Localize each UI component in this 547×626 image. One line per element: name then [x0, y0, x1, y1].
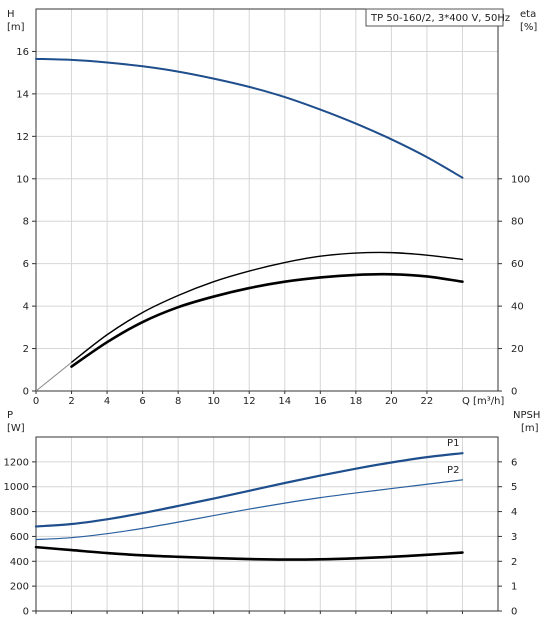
- top-left-axis-label-unit: [m]: [7, 22, 25, 33]
- bottom-left-axis-label-unit: [W]: [7, 423, 25, 434]
- x-tick-label: 10: [207, 396, 220, 407]
- series-label-p1: P1: [447, 438, 459, 449]
- power-p2-curve: [35, 479, 464, 541]
- chart-title-box: [365, 8, 504, 27]
- bottom-left-tick-label: 400: [10, 557, 29, 568]
- npsh-curve: [34, 545, 464, 561]
- top-series: [35, 57, 464, 392]
- bottom-left-tick-label: 600: [10, 532, 29, 543]
- bottom-left-tick-label: 200: [10, 582, 29, 593]
- bottom-grid: [35, 436, 499, 612]
- x-tick-label: 16: [314, 396, 327, 407]
- power-p1-curve: [34, 452, 464, 528]
- bottom-right-axis-label-unit: [m]: [521, 423, 539, 434]
- x-axis-label: Q [m³/h]: [462, 396, 504, 407]
- top-right-tick-label: 80: [511, 217, 524, 228]
- top-right-tick-label: 40: [511, 302, 524, 313]
- bottom-left-tick-label: 1200: [4, 457, 29, 468]
- top-right-tick-label: 100: [511, 174, 530, 185]
- top-ticks: 0 2 4 6 8 10 12 14 16 18 20 22 0 2 4 6 8 10 12 14 16 0 20 40 60 8…: [16, 47, 530, 407]
- top-right-tick-label: 20: [511, 344, 524, 355]
- top-left-tick-label: 10: [16, 174, 29, 185]
- x-tick-label: 6: [139, 396, 145, 407]
- top-plot-frame: [35, 8, 499, 392]
- bottom-right-tick-label: 4: [511, 507, 517, 518]
- head-efficiency-panel: 0 2 4 6 8 10 12 14 16 18 20 22 0 2 4 6 8 10 12 14 16 0 20 40 60 8…: [7, 8, 537, 407]
- x-tick-label: 20: [385, 396, 398, 407]
- x-tick-label: 4: [104, 396, 110, 407]
- x-tick-label: 14: [278, 396, 291, 407]
- series-label-p2: P2: [447, 465, 459, 476]
- top-left-tick-label: 12: [16, 132, 29, 143]
- top-right-tick-label: 60: [511, 259, 524, 270]
- top-left-tick-label: 0: [23, 387, 29, 398]
- top-left-tick-label: 8: [23, 217, 29, 228]
- top-grid: [35, 8, 499, 392]
- bottom-left-tick-label: 1000: [4, 482, 29, 493]
- bottom-right-tick-label: 2: [511, 557, 517, 568]
- bottom-series: P1 P2: [34, 438, 464, 561]
- bottom-right-axis-label-symbol: NPSH: [513, 410, 540, 421]
- top-left-axis-label-symbol: H: [7, 9, 15, 20]
- top-right-axis-label-symbol: eta: [520, 9, 536, 20]
- top-left-tick-label: 16: [16, 47, 29, 58]
- bottom-plot-frame: [35, 436, 499, 612]
- bottom-left-tick-label: 0: [23, 607, 29, 618]
- bottom-right-tick-label: 5: [511, 482, 517, 493]
- top-left-tick-label: 2: [23, 344, 29, 355]
- bottom-left-tick-label: 800: [10, 507, 29, 518]
- bottom-ticks: 0 200 400 600 800 1000 1200 0 1 2 3 4 5 6: [4, 457, 518, 617]
- head-curve: [35, 57, 464, 179]
- x-tick-label: 18: [349, 396, 362, 407]
- efficiency-curve-thick: [70, 272, 464, 368]
- efficiency-origin-line: [35, 361, 72, 392]
- top-right-tick-label: 0: [511, 387, 517, 398]
- bottom-left-axis-label-symbol: P: [7, 410, 13, 421]
- bottom-right-tick-label: 1: [511, 582, 517, 593]
- x-tick-label: 2: [68, 396, 74, 407]
- bottom-right-tick-label: 0: [511, 607, 517, 618]
- efficiency-curve-thin: [70, 251, 464, 364]
- top-left-tick-label: 4: [23, 302, 29, 313]
- bottom-right-tick-label: 6: [511, 457, 517, 468]
- top-left-tick-label: 14: [16, 89, 29, 100]
- top-left-tick-label: 6: [23, 259, 29, 270]
- chart-title: TP 50-160/2, 3*400 V, 50Hz: [370, 13, 510, 24]
- x-tick-label: 22: [421, 396, 434, 407]
- top-right-axis-label-unit: [%]: [520, 22, 537, 33]
- x-tick-label: 12: [243, 396, 256, 407]
- x-tick-label: 0: [33, 396, 39, 407]
- x-tick-label: 8: [175, 396, 181, 407]
- bottom-right-tick-label: 3: [511, 532, 517, 543]
